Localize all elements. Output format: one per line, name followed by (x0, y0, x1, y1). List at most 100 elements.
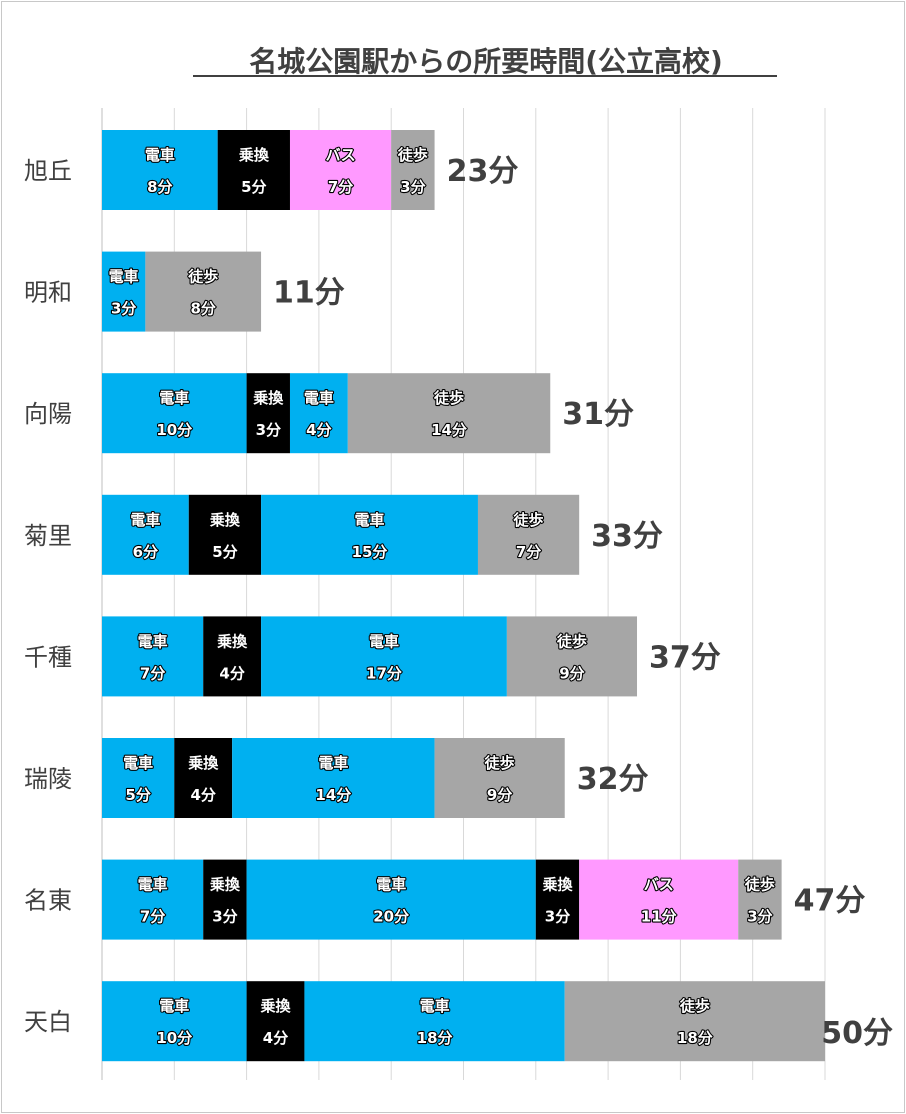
segment-value-label: 6分 (133, 543, 158, 561)
bar-segment (289, 373, 348, 454)
category-label: 千種 (24, 643, 72, 671)
segment-value-label: 3分 (256, 421, 281, 439)
bar-segment (246, 981, 305, 1062)
segment-value-label: 18分 (417, 1029, 453, 1047)
segment-mode-label: 徒歩 (187, 268, 218, 286)
bar-segment (434, 738, 565, 818)
bar-segment (347, 373, 551, 454)
bar-segment (246, 859, 536, 940)
segment-mode-label: 電車 (420, 997, 450, 1015)
total-label: 32分 (577, 762, 649, 797)
segment-value-label: 10分 (156, 421, 192, 439)
segment-mode-label: 電車 (138, 632, 168, 650)
segment-mode-label: 乗換 (210, 876, 241, 894)
segment-value-label: 5分 (241, 178, 266, 196)
category-label: 名東 (24, 887, 72, 915)
segment-value-label: 14分 (315, 786, 351, 804)
segment-mode-label: 乗換 (261, 997, 292, 1015)
segment-mode-label: 電車 (123, 754, 153, 772)
bar-segment (261, 494, 478, 575)
segment-mode-label: 電車 (109, 268, 139, 286)
segment-value-label: 8分 (147, 178, 172, 196)
total-label: 47分 (794, 884, 866, 919)
bar-segment (102, 494, 189, 575)
bar-segment (261, 616, 507, 697)
segment-value-label: 3分 (111, 300, 136, 318)
segment-value-label: 4分 (306, 421, 331, 439)
segment-value-label: 5分 (212, 543, 237, 561)
segment-mode-label: 徒歩 (513, 511, 544, 529)
segment-mode-label: 徒歩 (484, 754, 515, 772)
total-label: 11分 (273, 276, 345, 311)
bar-row: 向陽 電車 10分 乗換 3分 電車 4分 徒歩 14分 31分 (24, 373, 634, 454)
segment-mode-label: 電車 (138, 876, 168, 894)
segment-value-label: 14分 (431, 421, 467, 439)
segment-value-label: 7分 (140, 664, 165, 682)
segment-value-label: 4分 (219, 664, 244, 682)
bar-segment (188, 494, 262, 575)
segment-value-label: 3分 (545, 908, 570, 926)
bar-segment (304, 981, 565, 1062)
segment-value-label: 7分 (516, 543, 541, 561)
total-label: 33分 (591, 519, 663, 554)
bar-segment (203, 616, 262, 697)
bar-segment (145, 251, 262, 332)
segment-mode-label: 乗換 (542, 876, 573, 894)
segment-mode-label: バス (326, 146, 356, 164)
bar-segment (102, 130, 218, 210)
bar-row: 名東 電車 7分 乗換 3分 電車 20分 乗換 3分 バス 11分 徒歩 3分 47分 (24, 859, 866, 940)
segment-mode-label: 徒歩 (556, 632, 587, 650)
segment-value-label: 9分 (559, 664, 584, 682)
segment-value-label: 5分 (125, 786, 150, 804)
segment-value-label: 3分 (212, 908, 237, 926)
segment-mode-label: 電車 (376, 876, 406, 894)
bar-segment (391, 130, 435, 210)
segment-mode-label: 電車 (369, 632, 399, 650)
segment-mode-label: 乗換 (253, 389, 284, 407)
segment-mode-label: 電車 (145, 146, 175, 164)
bar-segment (217, 130, 290, 210)
bar-segment (246, 373, 290, 454)
bar-segment (102, 616, 204, 697)
bar-row: 千種 電車 7分 乗換 4分 電車 17分 徒歩 9分 37分 (24, 616, 721, 697)
bar-segment (477, 494, 580, 575)
category-label: 旭丘 (24, 157, 72, 185)
bar-segment (102, 859, 204, 940)
bar-row: 瑞陵 電車 5分 乗換 4分 電車 14分 徒歩 9分 32分 (24, 738, 648, 818)
segment-value-label: 17分 (366, 664, 402, 682)
segment-value-label: 15分 (352, 543, 388, 561)
segment-mode-label: 電車 (130, 511, 160, 529)
bar-segment (102, 373, 247, 454)
segment-mode-label: 乗換 (239, 146, 270, 164)
segment-value-label: 9分 (487, 786, 512, 804)
bar-segment (102, 981, 247, 1062)
bar-segment (289, 130, 392, 210)
segment-mode-label: 徒歩 (433, 389, 464, 407)
segment-mode-label: 乗換 (210, 511, 241, 529)
bar-segment (564, 981, 825, 1062)
bar-segment (203, 859, 247, 940)
bar-row: 天白 電車 10分 乗換 4分 電車 18分 徒歩 18分 50分 (24, 981, 893, 1062)
segment-value-label: 3分 (400, 178, 425, 196)
segment-mode-label: 電車 (355, 511, 385, 529)
segment-value-label: 20分 (373, 908, 409, 926)
segment-mode-label: 徒歩 (679, 997, 710, 1015)
bar-segment (506, 616, 638, 697)
segment-mode-label: 電車 (159, 997, 189, 1015)
bar-segment (579, 859, 739, 940)
segment-value-label: 7分 (328, 178, 353, 196)
segment-value-label: 3分 (747, 908, 772, 926)
segment-mode-label: 電車 (318, 754, 348, 772)
bar-segment (232, 738, 435, 818)
segment-value-label: 8分 (191, 300, 216, 318)
total-label: 37分 (649, 640, 721, 675)
segment-value-label: 10分 (156, 1029, 192, 1047)
category-label: 明和 (24, 279, 72, 307)
total-label: 23分 (447, 154, 519, 189)
segment-value-label: 7分 (140, 908, 165, 926)
segment-value-label: 18分 (677, 1029, 713, 1047)
segment-mode-label: 電車 (304, 389, 334, 407)
segment-mode-label: 乗換 (188, 754, 219, 772)
chart-title: 名城公園駅からの所要時間(公立高校) (249, 45, 723, 78)
